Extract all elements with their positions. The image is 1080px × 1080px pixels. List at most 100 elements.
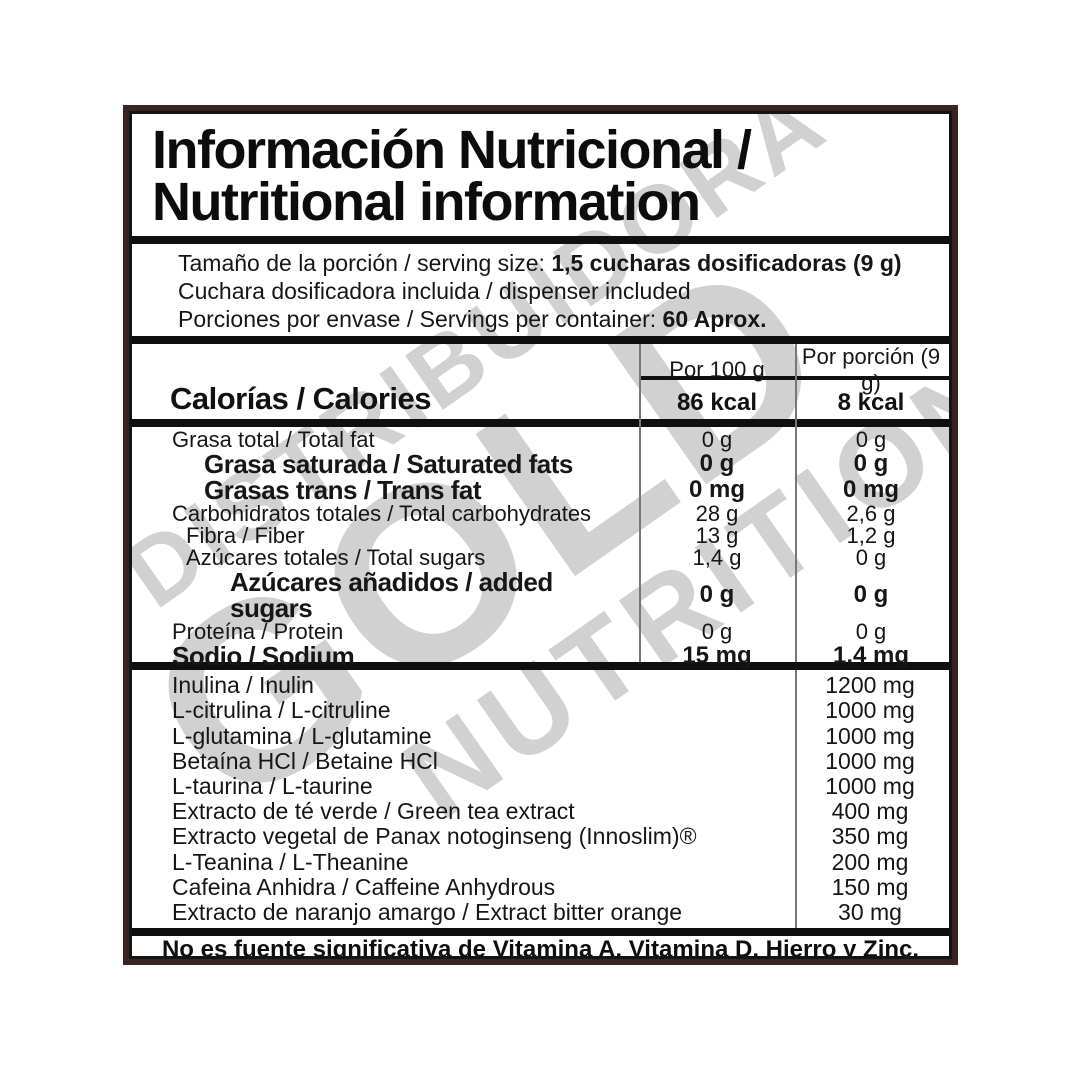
servings-per-container-line: Porciones por envase / Servings per cont… (178, 305, 949, 333)
supplement-name: L-Teanina / L-Theanine (172, 848, 409, 875)
section-divider (132, 662, 949, 670)
value-per-100g: 0 g (699, 581, 735, 608)
value-per-100g: 15 mg (682, 642, 752, 669)
calories-row: Calorías / Calories 86 kcal 8 kcal (132, 380, 949, 416)
supplement-amount: 350 mg (831, 823, 909, 850)
value-per-serving: 0 g (855, 427, 887, 452)
supplement-row: L-Teanina / L-Theanine 200 mg (132, 849, 949, 874)
supplement-amount: 200 mg (831, 848, 909, 875)
value-per-100g: 0 g (701, 619, 733, 644)
nutrient-row: Proteína / Protein 0 g 0 g (132, 621, 949, 643)
nutrient-row: Grasa saturada / Saturated fats 0 g 0 g (132, 451, 949, 477)
label-content: Información Nutricional / Nutritional in… (132, 114, 949, 956)
nutrient-row: Azúcares totales / Total sugars 1,4 g 0 g (132, 547, 949, 569)
column-divider (639, 344, 641, 662)
nutrient-row: Grasa total / Total fat 0 g 0 g (132, 429, 949, 451)
supplement-row: Extracto de té verde / Green tea extract… (132, 799, 949, 824)
supplement-row: Extracto vegetal de Panax notoginseng (I… (132, 824, 949, 849)
value-per-serving: 0 g (853, 581, 889, 608)
title-section: Información Nutricional / Nutritional in… (132, 114, 949, 236)
nutrient-name: Grasa total / Total fat (172, 427, 375, 452)
value-per-100g: 28 g (695, 501, 739, 526)
title-line-spanish: Información Nutricional / (152, 120, 752, 180)
column-divider (795, 670, 797, 928)
table-header-row: Por 100 g Por porción (9 g) (132, 344, 949, 395)
nutrition-table: Por 100 g Por porción (9 g) Calorías / C… (132, 344, 949, 669)
value-per-serving: 0 g (853, 450, 889, 477)
footnote-section: No es fuente significativa de Vitamina A… (132, 936, 949, 959)
nutrient-row: Grasas trans / Trans fat 0 mg 0 mg (132, 477, 949, 503)
nutrient-row: Azúcares añadidos / added sugars 0 g 0 g (132, 569, 949, 621)
value-per-serving: 1,2 g (846, 523, 896, 548)
nutrient-row: Fibra / Fiber 13 g 1,2 g (132, 525, 949, 547)
calories-per-serving: 8 kcal (837, 388, 905, 416)
value-per-serving: 2,6 g (846, 501, 896, 526)
value-per-serving: 0 mg (842, 476, 899, 503)
calories-per-100g: 86 kcal (676, 388, 758, 416)
calories-thick-rule (132, 419, 949, 427)
supplement-row: Cafeina Anhidra / Caffeine Anhydrous 150 … (132, 875, 949, 900)
footnote: No es fuente significativa de Vitamina A… (161, 936, 920, 959)
nutrition-label: DISTRIBUIDORA GOLD NUTRITION Información… (123, 105, 958, 965)
supplement-amount: 1000 mg (825, 697, 915, 724)
value-per-serving: 1,4 mg (832, 642, 910, 669)
supplement-row: Inulina / Inulin 1200 mg (132, 673, 949, 698)
supplement-amount: 1000 mg (825, 772, 915, 799)
nutrient-name: Azúcares añadidos / added sugars (230, 567, 553, 623)
label-inner-frame: DISTRIBUIDORA GOLD NUTRITION Información… (129, 111, 952, 959)
servings-per-container-label: Porciones por envase / Servings per cont… (178, 306, 663, 332)
supplement-name: L-taurina / L-taurine (172, 772, 373, 799)
supplement-rows: Inulina / Inulin 1200 mg L-citrulina / L-c… (132, 673, 949, 925)
value-per-100g: 13 g (695, 523, 739, 548)
column-divider (795, 344, 797, 662)
value-per-100g: 0 g (699, 450, 735, 477)
supplement-row: Betaína HCl / Betaine HCl 1000 mg (132, 749, 949, 774)
supplement-name: Extracto vegetal de Panax notoginseng (I… (172, 823, 697, 850)
supplement-amount: 1200 mg (825, 672, 915, 699)
section-divider (132, 336, 949, 344)
serving-size-label: Tamaño de la porción / serving size: (178, 250, 552, 276)
nutrient-name: Sodio / Sodium (172, 641, 355, 671)
supplement-name: Extracto de naranjo amargo / Extract bit… (172, 898, 683, 925)
supplement-row: Extracto de naranjo amargo / Extract bit… (132, 900, 949, 925)
nutrient-name: Grasa saturada / Saturated fats (204, 449, 573, 479)
supplement-name: L-citrulina / L-citruline (172, 697, 391, 724)
supplement-name: Inulina / Inulin (172, 672, 314, 699)
nutrient-name: Azúcares totales / Total sugars (186, 545, 486, 570)
header-underline (639, 376, 949, 380)
nutrient-name: Proteína / Protein (172, 619, 344, 644)
supplement-amount: 400 mg (831, 798, 909, 825)
supplement-row: L-citrulina / L-citruline 1000 mg (132, 698, 949, 723)
servings-per-container-value: 60 Aprox. (662, 306, 767, 332)
value-per-serving: 0 g (855, 545, 887, 570)
supplement-amount: 30 mg (838, 898, 902, 925)
section-divider (132, 236, 949, 244)
col-header-per-serving: Por porción (9 g) (801, 344, 941, 395)
serving-info-section: Tamaño de la porción / serving size: 1,5… (132, 244, 949, 336)
value-per-100g: 1,4 g (692, 545, 742, 570)
supplement-amount: 1000 mg (825, 747, 915, 774)
serving-size-line: Tamaño de la porción / serving size: 1,5… (178, 249, 949, 277)
supplement-name: Betaína HCl / Betaine HCl (172, 747, 438, 774)
nutrient-name: Grasas trans / Trans fat (204, 475, 482, 505)
supplement-row: L-taurina / L-taurine 1000 mg (132, 774, 949, 799)
supplement-name: Extracto de té verde / Green tea extract (172, 798, 575, 825)
value-per-100g: 0 g (701, 427, 733, 452)
serving-size-value: 1,5 cucharas dosificadoras (9 g) (551, 250, 902, 276)
supplement-row: L-glutamina / L-glutamine 1000 mg (132, 723, 949, 748)
section-divider (132, 928, 949, 936)
title-line-english: Nutritional information (152, 172, 701, 232)
supplement-name: L-glutamina / L-glutamine (172, 722, 432, 749)
nutrient-row: Carbohidratos totales / Total carbohydra… (132, 503, 949, 525)
dispenser-included-line: Cuchara dosificadora incluida / dispense… (178, 278, 691, 304)
supplement-amount: 1000 mg (825, 722, 915, 749)
nutrient-name: Carbohidratos totales / Total carbohydra… (172, 501, 592, 526)
value-per-100g: 0 mg (688, 476, 745, 503)
col-header-per-100g: Por 100 g (669, 357, 765, 382)
nutrient-name: Fibra / Fiber (186, 523, 305, 548)
nutrient-row: Sodio / Sodium 15 mg 1,4 mg (132, 643, 949, 669)
supplements-section: Inulina / Inulin 1200 mg L-citrulina / L-c… (132, 670, 949, 928)
supplement-name: Cafeina Anhidra / Caffeine Anhydrous (172, 873, 556, 900)
